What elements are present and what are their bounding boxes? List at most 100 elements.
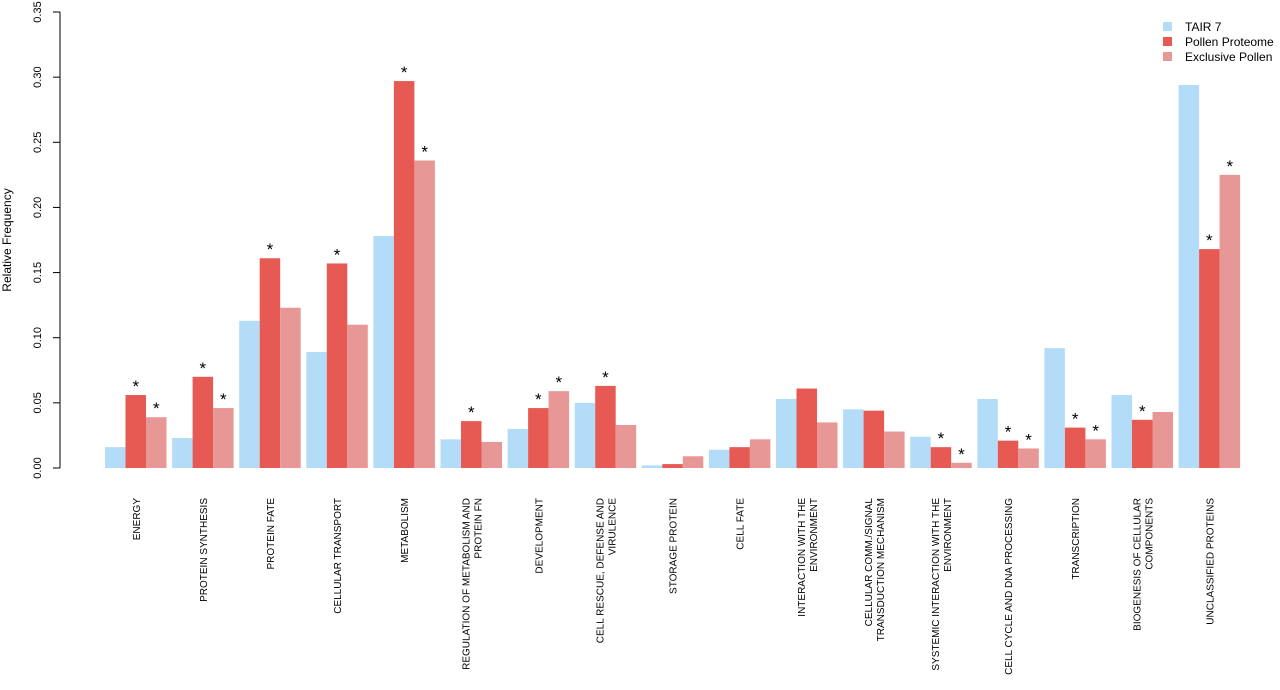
category-labels: ENERGY PROTEIN SYNTHESIS PROTEIN FATE CELLU… (132, 498, 1217, 675)
bar (1018, 448, 1039, 468)
legend-label: TAIR 7 (1185, 20, 1222, 34)
significance-star: * (1025, 430, 1032, 449)
category-label: TRANSCRIPTION (1071, 498, 1082, 580)
category-label: COMPONENTS (1144, 498, 1155, 570)
category-label: REGULATION OF METABOLISM AND (461, 498, 472, 670)
significance-star: * (153, 399, 160, 418)
significance-star: * (1092, 421, 1099, 440)
bar (930, 447, 952, 468)
category-label: ENVIRONMENT (809, 498, 820, 572)
legend-label: Exclusive Pollen (1185, 50, 1272, 64)
bars (105, 81, 1241, 469)
bar (259, 258, 281, 468)
bar (884, 431, 905, 468)
y-axis: 0.00 0.05 0.10 0.15 0.20 0.25 0.30 0.35 (32, 1, 61, 479)
category-label: CELL RESCUE, DEFENSE AND (595, 498, 606, 643)
bar (662, 464, 683, 468)
bar (1111, 395, 1132, 468)
significance-star: * (132, 377, 139, 396)
bar (326, 263, 348, 468)
bar (574, 402, 596, 468)
bar (548, 391, 570, 468)
bar (306, 352, 327, 468)
bar (749, 439, 771, 468)
bar (373, 236, 394, 468)
legend-swatch (1163, 22, 1172, 31)
bar (528, 408, 549, 468)
bar (1152, 411, 1173, 468)
legend-label: Pollen Proteome (1185, 35, 1274, 49)
significance-star: * (334, 245, 341, 264)
bar (1178, 84, 1200, 469)
bar (239, 320, 260, 468)
bar (125, 395, 146, 468)
category-label: DEVELOPMENT (534, 498, 545, 574)
legend-swatch (1163, 52, 1172, 61)
significance-star: * (535, 390, 542, 409)
y-tick-label: 0.20 (32, 197, 44, 218)
y-tick-label: 0.30 (32, 66, 44, 87)
significance-star: * (938, 429, 945, 448)
bar (708, 449, 730, 468)
bar (1064, 427, 1086, 468)
category-label: PROTEIN FN (473, 498, 484, 559)
significance-markers: * * * * * * * * * * * * * * * * * * * * * (132, 63, 1233, 464)
significance-star: * (556, 373, 563, 392)
bar (817, 422, 838, 468)
bar (105, 447, 126, 468)
category-label: ENERGY (132, 498, 143, 541)
category-label: METABOLISM (400, 498, 411, 563)
significance-star: * (1005, 423, 1012, 442)
category-label: PROTEIN SYNTHESIS (199, 498, 210, 602)
bar (1219, 174, 1241, 468)
significance-star: * (1072, 410, 1079, 429)
bar (507, 428, 529, 468)
legend-swatch (1163, 37, 1172, 46)
significance-star: * (200, 359, 207, 378)
significance-star: * (401, 63, 408, 82)
bar (997, 440, 1019, 468)
bar (440, 439, 461, 468)
category-label: TRANSDUCTION MECHANISM (876, 498, 887, 641)
y-axis-label: Relative Frequency (0, 188, 14, 291)
bar (414, 160, 435, 469)
bar (192, 376, 214, 468)
category-label: ENVIRONMENT (943, 498, 954, 572)
significance-star: * (267, 240, 274, 259)
significance-star: * (1206, 231, 1213, 250)
category-label: CELLULAR TRANSPORT (333, 498, 344, 614)
bar (977, 398, 998, 468)
bar (1132, 419, 1153, 468)
category-label: INTERACTION WITH THE (797, 498, 808, 617)
bar (461, 421, 482, 468)
bar (682, 456, 704, 468)
significance-star: * (1227, 157, 1234, 176)
y-tick-label: 0.00 (32, 457, 44, 478)
significance-star: * (468, 403, 475, 422)
category-label: UNCLASSIFIED PROTEINS (1205, 498, 1216, 625)
category-label: STORAGE PROTEIN (669, 498, 680, 594)
bar (843, 409, 864, 468)
y-tick-label: 0.05 (32, 392, 44, 413)
y-tick-label: 0.15 (32, 262, 44, 283)
bar (910, 436, 931, 468)
significance-star: * (602, 368, 609, 387)
category-label: VIRULENCE (607, 498, 618, 556)
y-tick-label: 0.25 (32, 132, 44, 153)
bar (729, 447, 750, 468)
significance-star: * (958, 445, 965, 464)
y-tick-label: 0.35 (32, 1, 44, 22)
bar (863, 410, 885, 468)
bar (146, 417, 167, 468)
significance-star: * (1139, 402, 1146, 421)
category-label: CELL CYCLE AND DNA PROCESSING (1004, 498, 1015, 675)
y-tick-label: 0.10 (32, 327, 44, 348)
bar (615, 425, 637, 468)
bar (951, 462, 972, 468)
bar (481, 441, 502, 468)
bar (393, 81, 415, 469)
category-label: SYSTEMIC INTERACTION WITH THE (931, 498, 942, 671)
significance-star: * (421, 143, 428, 162)
